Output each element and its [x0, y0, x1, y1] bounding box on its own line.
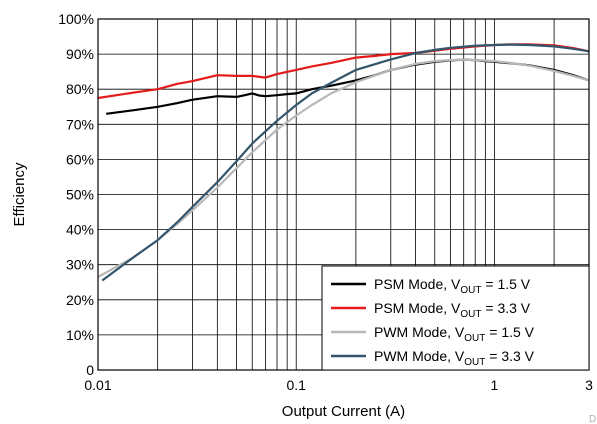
y-tick-label-2: 20%	[66, 292, 94, 308]
x-tick-labels: 0.01 0.1 1 3	[84, 377, 593, 393]
legend-box	[321, 265, 590, 371]
y-tick-label-3: 30%	[66, 257, 94, 273]
corner-mark: D	[589, 414, 596, 424]
series-layer	[97, 43, 590, 282]
x-axis-title: Output Current (A)	[282, 403, 405, 420]
legend-label-1: PSM Mode, VOUT = 3.3 V	[374, 300, 531, 320]
y-tick-label-1: 10%	[66, 327, 94, 343]
series-line-3	[101, 43, 590, 282]
y-tick-label-6: 60%	[66, 151, 94, 167]
x-tick-label-0: 0.01	[84, 377, 111, 393]
y-tick-label-9: 90%	[66, 46, 94, 62]
x-tick-label-3: 3	[585, 377, 593, 393]
y-tick-labels: 0 10% 20% 30% 40% 50% 60% 70% 80% 90% 100%	[58, 11, 94, 378]
series-line-1	[97, 43, 590, 100]
y-tick-label-8: 80%	[66, 81, 94, 97]
y-tick-label-0: 0	[86, 362, 94, 378]
legend: PSM Mode, VOUT = 1.5 V PSM Mode, VOUT = 3…	[321, 265, 590, 371]
y-tick-label-7: 70%	[66, 116, 94, 132]
series-line-2	[97, 58, 590, 278]
x-tick-label-2: 1	[491, 377, 499, 393]
legend-label-2: PWM Mode, VOUT = 1.5 V	[374, 324, 535, 344]
y-tick-label-10: 100%	[58, 11, 94, 27]
legend-label-0: PSM Mode, VOUT = 1.5 V	[374, 276, 531, 296]
y-tick-label-5: 50%	[66, 187, 94, 203]
y-tick-label-4: 40%	[66, 222, 94, 238]
legend-label-3: PWM Mode, VOUT = 3.3 V	[374, 348, 535, 368]
y-axis-title: Efficiency	[11, 162, 28, 226]
x-tick-label-1: 0.1	[286, 377, 306, 393]
